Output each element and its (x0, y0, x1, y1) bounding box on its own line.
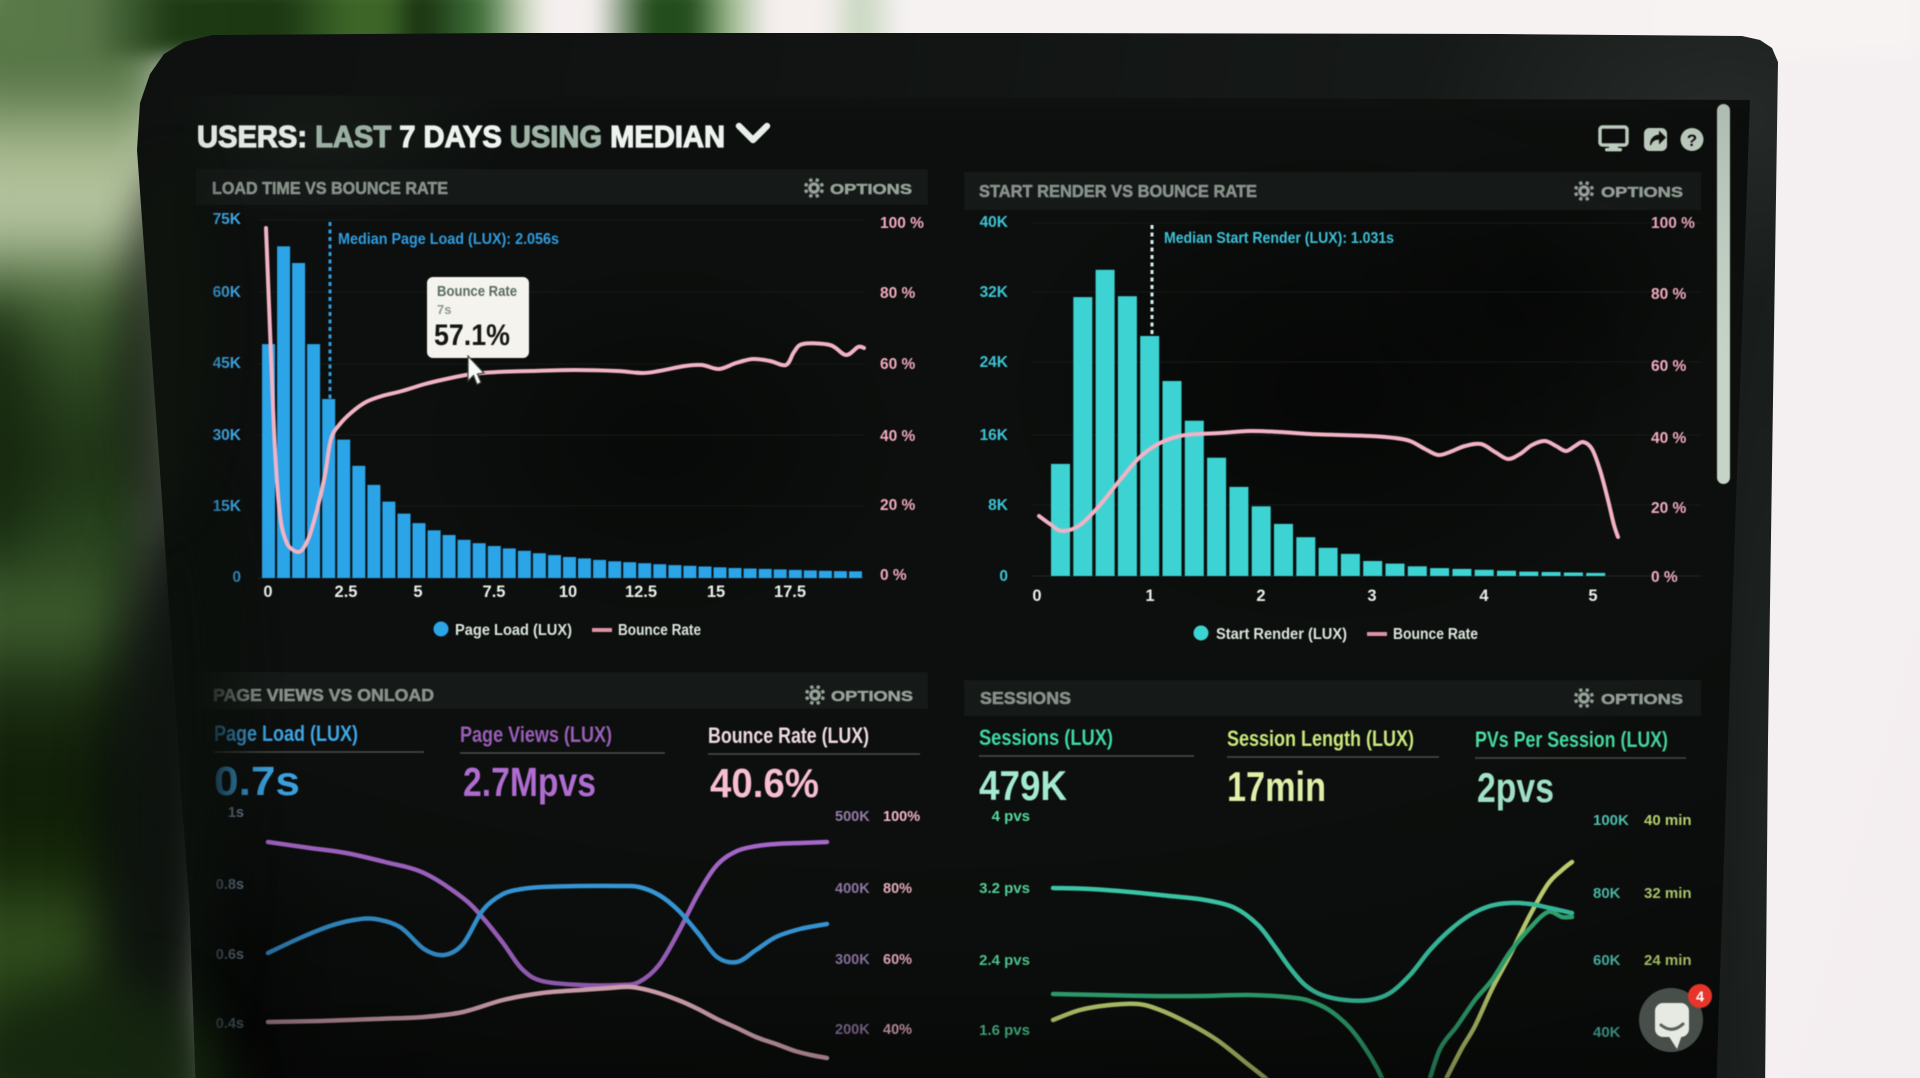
svg-text:57.1%: 57.1% (434, 319, 510, 352)
svg-text:PAGE VIEWS VS ONLOAD: PAGE VIEWS VS ONLOAD (213, 685, 434, 705)
svg-text:2.4 pvs: 2.4 pvs (979, 952, 1030, 969)
svg-text:SESSIONS: SESSIONS (980, 688, 1071, 708)
svg-text:0: 0 (263, 583, 272, 601)
svg-text:17min: 17min (1227, 763, 1326, 810)
svg-text:30K: 30K (213, 427, 242, 444)
svg-text:300K: 300K (835, 952, 870, 968)
svg-text:32K: 32K (980, 284, 1009, 301)
svg-text:4: 4 (1696, 990, 1704, 1006)
svg-text:40 min: 40 min (1644, 812, 1692, 829)
svg-text:100 %: 100 % (880, 215, 924, 232)
svg-text:24 min: 24 min (1644, 952, 1692, 969)
svg-text:USERS: LAST 7 DAYS USING MEDIA: USERS: LAST 7 DAYS USING MEDIAN (197, 119, 725, 154)
svg-text:Median Start Render (LUX): 1.0: Median Start Render (LUX): 1.031s (1164, 230, 1394, 247)
svg-text:40 %: 40 % (1651, 430, 1687, 447)
svg-text:5: 5 (413, 583, 422, 601)
svg-text:0 %: 0 % (1651, 569, 1678, 586)
svg-text:40K: 40K (1593, 1024, 1621, 1041)
svg-text:1.6 pvs: 1.6 pvs (979, 1022, 1030, 1039)
svg-text:Page Load (LUX): Page Load (LUX) (455, 622, 572, 639)
svg-text:500K: 500K (835, 809, 870, 825)
svg-text:OPTIONS: OPTIONS (1601, 184, 1683, 201)
svg-text:10: 10 (559, 583, 577, 601)
svg-text:0: 0 (232, 569, 241, 586)
svg-text:Page Views (LUX): Page Views (LUX) (460, 722, 612, 747)
svg-text:4 pvs: 4 pvs (992, 808, 1030, 825)
svg-text:75K: 75K (213, 211, 242, 228)
svg-text:Median Page Load (LUX): 2.056s: Median Page Load (LUX): 2.056s (338, 231, 559, 248)
svg-text:32 min: 32 min (1644, 885, 1692, 902)
svg-text:PVs Per Session (LUX): PVs Per Session (LUX) (1475, 727, 1668, 752)
svg-text:40 %: 40 % (880, 428, 916, 445)
svg-text:OPTIONS: OPTIONS (831, 688, 913, 705)
svg-text:1s: 1s (228, 805, 244, 821)
svg-text:7s: 7s (437, 302, 451, 317)
svg-text:5: 5 (1588, 587, 1597, 605)
svg-text:Start Render (LUX): Start Render (LUX) (1216, 626, 1347, 643)
svg-text:17.5: 17.5 (774, 583, 806, 601)
svg-text:100%: 100% (883, 809, 920, 825)
svg-text:40%: 40% (883, 1022, 912, 1038)
svg-text:0.4s: 0.4s (216, 1016, 244, 1032)
svg-text:80 %: 80 % (880, 285, 916, 302)
svg-text:60K: 60K (213, 284, 242, 301)
svg-text:16K: 16K (980, 427, 1009, 444)
svg-text:60K: 60K (1593, 952, 1621, 969)
svg-text:2.5: 2.5 (335, 583, 358, 601)
svg-text:2: 2 (1256, 587, 1265, 605)
svg-text:40K: 40K (980, 214, 1009, 231)
svg-text:45K: 45K (213, 355, 242, 372)
svg-text:7.5: 7.5 (483, 583, 506, 601)
svg-text:20 %: 20 % (880, 497, 916, 514)
svg-text:LOAD TIME VS BOUNCE RATE: LOAD TIME VS BOUNCE RATE (212, 178, 448, 198)
svg-text:20 %: 20 % (1651, 500, 1687, 517)
svg-text:0: 0 (1032, 587, 1041, 605)
svg-text:0.6s: 0.6s (216, 947, 244, 963)
svg-text:60 %: 60 % (880, 356, 916, 373)
svg-text:3.2 pvs: 3.2 pvs (979, 880, 1030, 897)
svg-text:?: ? (1687, 131, 1697, 150)
svg-text:80 %: 80 % (1651, 286, 1687, 303)
svg-text:80K: 80K (1593, 885, 1621, 902)
svg-text:3: 3 (1367, 587, 1376, 605)
svg-text:OPTIONS: OPTIONS (830, 181, 912, 198)
svg-text:0: 0 (999, 568, 1008, 585)
svg-text:OPTIONS: OPTIONS (1601, 691, 1683, 708)
svg-text:Sessions (LUX): Sessions (LUX) (979, 725, 1113, 750)
svg-text:Bounce Rate: Bounce Rate (1393, 626, 1478, 643)
svg-text:479K: 479K (979, 762, 1067, 809)
svg-text:100 %: 100 % (1651, 215, 1695, 232)
svg-text:80%: 80% (883, 881, 912, 897)
svg-text:START RENDER VS BOUNCE RATE: START RENDER VS BOUNCE RATE (979, 181, 1257, 201)
svg-text:24K: 24K (980, 354, 1009, 371)
svg-text:Bounce Rate (LUX): Bounce Rate (LUX) (708, 723, 869, 748)
svg-text:40.6%: 40.6% (710, 760, 819, 806)
svg-text:Bounce Rate: Bounce Rate (437, 283, 517, 300)
svg-text:Bounce Rate: Bounce Rate (618, 622, 701, 639)
svg-text:15: 15 (707, 583, 725, 601)
svg-text:Page Load (LUX): Page Load (LUX) (214, 721, 358, 746)
svg-text:15K: 15K (213, 498, 242, 515)
svg-text:60%: 60% (883, 952, 912, 968)
svg-text:2pvs: 2pvs (1477, 764, 1554, 811)
svg-text:0 %: 0 % (880, 567, 907, 584)
svg-text:100K: 100K (1593, 812, 1629, 829)
svg-text:4: 4 (1479, 587, 1489, 605)
svg-text:60 %: 60 % (1651, 358, 1687, 375)
svg-text:400K: 400K (835, 881, 870, 897)
svg-text:8K: 8K (988, 497, 1009, 514)
svg-text:200K: 200K (835, 1022, 870, 1038)
svg-text:2.7Mpvs: 2.7Mpvs (463, 759, 596, 805)
svg-text:Session Length (LUX): Session Length (LUX) (1227, 726, 1414, 751)
svg-text:12.5: 12.5 (625, 583, 657, 601)
svg-text:1: 1 (1145, 587, 1154, 605)
